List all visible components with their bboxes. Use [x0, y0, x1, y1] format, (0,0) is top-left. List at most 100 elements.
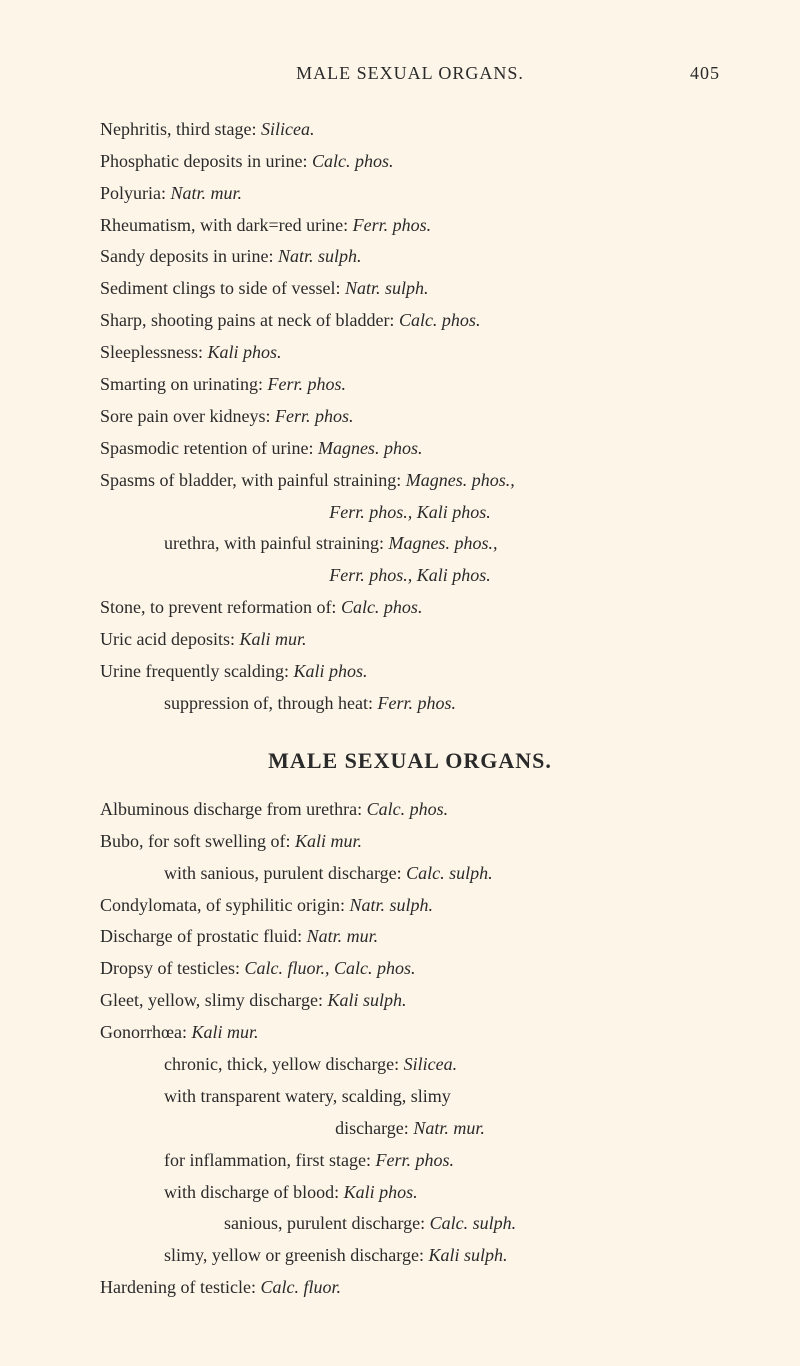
entry: Sore pain over kidneys: Ferr. phos.: [100, 403, 720, 431]
entry-remedy: Natr. sulph.: [278, 246, 362, 266]
entry-label: with discharge of blood:: [164, 1182, 339, 1202]
subentry-gonorrhea: with discharge of blood: Kali phos.: [100, 1179, 720, 1207]
entry: Stone, to prevent reformation of: Calc. …: [100, 594, 720, 622]
entry-label: Nephritis, third stage:: [100, 119, 256, 139]
entry: Sandy deposits in urine: Natr. sulph.: [100, 243, 720, 271]
entry-remedy: Natr. sulph.: [349, 895, 433, 915]
entry-label: Hardening of testicle:: [100, 1277, 256, 1297]
entry-remedy: Kali phos.: [344, 1182, 418, 1202]
subentry-gonorrhea: with transparent watery, scalding, slimy: [100, 1083, 720, 1111]
entry-label: Sediment clings to side of vessel:: [100, 278, 340, 298]
entry-label: Phosphatic deposits in urine:: [100, 151, 307, 171]
entry: Sediment clings to side of vessel: Natr.…: [100, 275, 720, 303]
entry-remedy: Calc. sulph.: [406, 863, 493, 883]
entry-label: suppression of, through heat:: [164, 693, 373, 713]
subentry-gonorrhea-cont: discharge: Natr. mur.: [100, 1115, 720, 1143]
entry-remedy: Magnes. phos.,: [388, 533, 497, 553]
entry-label: Sharp, shooting pains at neck of bladder…: [100, 310, 394, 330]
subentry-urine-suppression: suppression of, through heat: Ferr. phos…: [100, 690, 720, 718]
entry: Discharge of prostatic fluid: Natr. mur.: [100, 923, 720, 951]
entry-label: Gonorrhœa:: [100, 1022, 187, 1042]
entry-label: Rheumatism, with dark=red urine:: [100, 215, 348, 235]
entry-label: Urine frequently scalding:: [100, 661, 289, 681]
entry: Rheumatism, with dark=red urine: Ferr. p…: [100, 212, 720, 240]
entry: Albuminous discharge from urethra: Calc.…: [100, 796, 720, 824]
entry-remedy: Ferr. phos.: [275, 406, 354, 426]
entry: Polyuria: Natr. mur.: [100, 180, 720, 208]
entry-label: Sore pain over kidneys:: [100, 406, 270, 426]
entry-label: Spasmodic retention of urine:: [100, 438, 313, 458]
entry-continuation: Ferr. phos., Kali phos.: [100, 562, 720, 590]
entry-remedy: Calc. sulph.: [430, 1213, 517, 1233]
running-head: MALE SEXUAL ORGANS. 405: [100, 60, 720, 88]
entry-remedy: Calc. phos.: [367, 799, 449, 819]
entry: Smarting on urinating: Ferr. phos.: [100, 371, 720, 399]
entry-remedy: Natr. mur.: [307, 926, 379, 946]
entry-remedy: Silicea.: [404, 1054, 457, 1074]
entry-label: Stone, to prevent reformation of:: [100, 597, 336, 617]
entry-remedy: Kali sulph.: [428, 1245, 507, 1265]
entry-label: Sandy deposits in urine:: [100, 246, 274, 266]
entry-continuation: Ferr. phos., Kali phos.: [100, 499, 720, 527]
entry-label: Spasms of bladder, with painful strainin…: [100, 470, 401, 490]
subentry-gonorrhea: sanious, purulent discharge: Calc. sulph…: [100, 1210, 720, 1238]
entry: Uric acid deposits: Kali mur.: [100, 626, 720, 654]
entry-label: chronic, thick, yellow discharge:: [164, 1054, 399, 1074]
entry-remedy: Ferr. phos.: [377, 693, 456, 713]
entry-label: slimy, yellow or greenish discharge:: [164, 1245, 424, 1265]
entry: Hardening of testicle: Calc. fluor.: [100, 1274, 720, 1302]
entry: Phosphatic deposits in urine: Calc. phos…: [100, 148, 720, 176]
entry-remedy: Kali sulph.: [327, 990, 406, 1010]
entry-remedy: Kali mur.: [239, 629, 306, 649]
entry-label: Albuminous discharge from urethra:: [100, 799, 362, 819]
entry: Condylomata, of syphilitic origin: Natr.…: [100, 892, 720, 920]
entry: Urine frequently scalding: Kali phos.: [100, 658, 720, 686]
entry-label: with transparent watery, scalding, slimy: [164, 1086, 451, 1106]
entry: Sharp, shooting pains at neck of bladder…: [100, 307, 720, 335]
entry-label: Smarting on urinating:: [100, 374, 263, 394]
entry: Spasmodic retention of urine: Magnes. ph…: [100, 435, 720, 463]
entry-remedy: Calc. phos.: [341, 597, 423, 617]
running-title: MALE SEXUAL ORGANS.: [160, 60, 660, 88]
entry-remedy: Kali phos.: [293, 661, 367, 681]
subentry-bubo: with sanious, purulent discharge: Calc. …: [100, 860, 720, 888]
entry-remedy: Calc. phos.: [312, 151, 394, 171]
entry-label: sanious, purulent discharge:: [224, 1213, 425, 1233]
entry-label: Sleeplessness:: [100, 342, 203, 362]
page: MALE SEXUAL ORGANS. 405 Nephritis, third…: [0, 0, 800, 1366]
entry-label: discharge:: [335, 1118, 409, 1138]
entry-label: Condylomata, of syphilitic origin:: [100, 895, 345, 915]
entry-remedy: Natr. mur.: [171, 183, 243, 203]
entry-remedy: Ferr. phos., Kali phos.: [329, 502, 491, 522]
entry-label: Gleet, yellow, slimy discharge:: [100, 990, 323, 1010]
subentry-gonorrhea: slimy, yellow or greenish discharge: Kal…: [100, 1242, 720, 1270]
entry-remedy: Ferr. phos., Kali phos.: [329, 565, 491, 585]
entry-remedy: Ferr. phos.: [353, 215, 432, 235]
entry-remedy: Natr. sulph.: [345, 278, 429, 298]
entry-label: Polyuria:: [100, 183, 166, 203]
entry-label: Bubo, for soft swelling of:: [100, 831, 291, 851]
entry-remedy: Ferr. phos.: [375, 1150, 454, 1170]
entry-remedy: Magnes. phos.,: [406, 470, 515, 490]
entry-remedy: Calc. fluor.: [260, 1277, 341, 1297]
entry-label: urethra, with painful straining:: [164, 533, 384, 553]
entry-remedy: Ferr. phos.: [267, 374, 346, 394]
entry-remedy: Calc. phos.: [399, 310, 481, 330]
entry-label: Dropsy of testicles:: [100, 958, 240, 978]
entry-remedy: Kali phos.: [208, 342, 282, 362]
entry: Bubo, for soft swelling of: Kali mur.: [100, 828, 720, 856]
entry-remedy: Kali mur.: [295, 831, 362, 851]
entry-label: Uric acid deposits:: [100, 629, 235, 649]
entry: Gonorrhœa: Kali mur.: [100, 1019, 720, 1047]
section-heading: MALE SEXUAL ORGANS.: [100, 744, 720, 778]
entry-remedy: Kali mur.: [191, 1022, 258, 1042]
entry-remedy: Magnes. phos.: [318, 438, 423, 458]
entry-remedy: Natr. mur.: [413, 1118, 485, 1138]
entry-remedy: Silicea.: [261, 119, 314, 139]
entry: Dropsy of testicles: Calc. fluor., Calc.…: [100, 955, 720, 983]
subentry-spasms-urethra: urethra, with painful straining: Magnes.…: [100, 530, 720, 558]
entry-spasms: Spasms of bladder, with painful strainin…: [100, 467, 720, 495]
entry: Gleet, yellow, slimy discharge: Kali sul…: [100, 987, 720, 1015]
entry-remedy: Calc. fluor., Calc. phos.: [244, 958, 415, 978]
entry: Sleeplessness: Kali phos.: [100, 339, 720, 367]
